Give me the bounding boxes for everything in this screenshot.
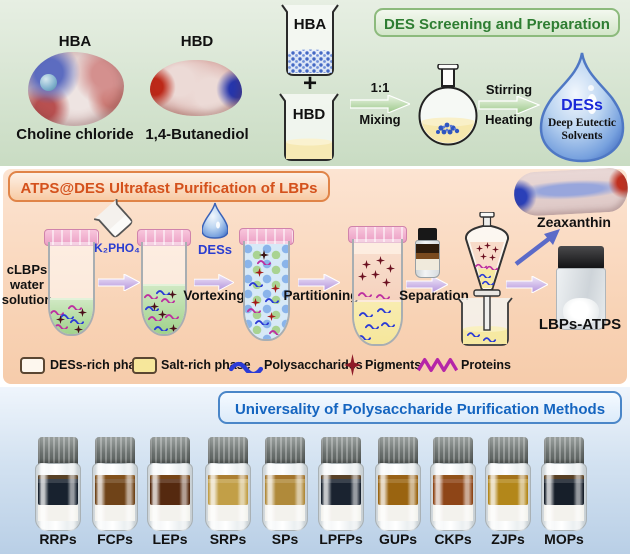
pouring-beaker xyxy=(93,198,133,238)
choline-chloride-label: Choline chloride xyxy=(16,126,134,143)
hba-beaker-label: HBA xyxy=(293,16,327,33)
vortexing-arrow xyxy=(194,274,234,291)
tube-body xyxy=(352,239,403,346)
tube-clbps-solution xyxy=(44,229,99,336)
sample-vial-srps xyxy=(205,437,251,531)
tube-body xyxy=(243,241,290,341)
vial-label-sps: SPs xyxy=(271,531,299,547)
vial-cap xyxy=(150,437,190,465)
add-salt-arrow xyxy=(98,274,140,291)
hbd-label: HBD xyxy=(180,33,214,50)
zeaxanthin-molecule xyxy=(512,167,630,217)
mixing-label: Mixing xyxy=(359,112,401,127)
stirring-label: Stirring xyxy=(485,82,533,97)
sample-vial-ckps xyxy=(430,437,476,531)
partitioning-arrow xyxy=(298,274,340,291)
vial-label-mops: MOPs xyxy=(544,531,584,547)
dess-droplet-subtitle: Deep Eutectic Solvents xyxy=(547,117,617,142)
zeaxanthin-label: Zeaxanthin xyxy=(537,214,611,230)
clbps-source-label: cLBPs water solution xyxy=(1,262,53,307)
vial-label-ckps: CKPs xyxy=(434,531,472,547)
vial-cap xyxy=(321,437,361,465)
hba-beaker xyxy=(281,4,339,76)
vial-cap xyxy=(433,437,473,465)
legend-des-phase-label: DESs-rich phase xyxy=(50,358,150,372)
vial-label-srps: SRPs xyxy=(209,531,247,547)
vial-body xyxy=(415,240,440,278)
sample-vial-zjps xyxy=(485,437,531,531)
legend-swatch-des-phase xyxy=(20,357,45,374)
vial-cap xyxy=(38,437,78,465)
choline-chloride-molecule xyxy=(28,52,124,126)
legend-salt-phase-label: Salt-rich phase xyxy=(161,358,251,372)
vial-cap xyxy=(378,437,418,465)
legend-swatch-salt-phase xyxy=(132,357,157,374)
pigment-sample-vial xyxy=(415,228,440,278)
ratio-label: 1:1 xyxy=(370,80,390,95)
butanediol-molecule xyxy=(150,60,242,116)
tube-emulsion xyxy=(239,228,294,341)
section-title-atps: ATPS@DES Ultrafast Purification of LBPs xyxy=(8,171,330,202)
plus-sign: + xyxy=(302,70,317,97)
tube-two-phase xyxy=(348,226,407,346)
jar-cap xyxy=(558,246,604,270)
des-droplet-small xyxy=(202,202,228,239)
sample-vial-rrps xyxy=(35,437,81,531)
k2pho4-label: K₂PHO₄ xyxy=(94,241,140,255)
separating-funnel xyxy=(457,212,513,346)
round-flask xyxy=(418,64,478,146)
mixing-arrow xyxy=(350,95,410,113)
tube-body xyxy=(141,242,187,336)
lbps-atps-jar xyxy=(556,246,606,330)
vial-cap xyxy=(95,437,135,465)
sample-vial-leps xyxy=(147,437,193,531)
heating-label: Heating xyxy=(485,112,533,127)
section-title-universality: Universality of Polysaccharide Purificat… xyxy=(218,391,622,424)
hbd-beaker xyxy=(279,93,339,161)
vial-label-zjps: ZJPs xyxy=(491,531,525,547)
legend-pigments-label: Pigments xyxy=(365,358,422,372)
legend-proteins-label: Proteins xyxy=(461,358,512,372)
sample-vial-sps xyxy=(262,437,308,531)
hba-label: HBA xyxy=(58,33,92,50)
partitioning-label: Partitioning xyxy=(283,288,359,303)
separation-label: Separation xyxy=(399,288,469,303)
to-zeaxanthin-arrow xyxy=(514,229,560,266)
vial-cap xyxy=(488,437,528,465)
protein-icon xyxy=(417,357,458,373)
sample-vial-lpfps xyxy=(318,437,364,531)
vial-label-leps: LEPs xyxy=(152,531,188,547)
legend-polysaccharides-label: Polysaccharides xyxy=(264,358,363,372)
butanediol-label: 1,4-Butanediol xyxy=(145,126,249,143)
section-title-des-screening: DES Screening and Preparation xyxy=(374,8,620,37)
vial-cap xyxy=(544,437,584,465)
des-droplet xyxy=(539,52,625,163)
vial-cap xyxy=(208,437,248,465)
separation-arrow xyxy=(406,276,448,293)
sample-vial-mops xyxy=(541,437,587,531)
dess-reagent-label: DESs xyxy=(198,242,232,257)
vortexing-label: Vortexing xyxy=(183,288,245,303)
sample-vial-fcps xyxy=(92,437,138,531)
tube-body xyxy=(48,242,95,336)
vial-label-gups: GUPs xyxy=(378,531,418,547)
vial-label-rrps: RRPs xyxy=(39,531,77,547)
heating-arrow xyxy=(478,96,540,114)
dess-droplet-title: DESs xyxy=(561,97,603,114)
vial-cap xyxy=(418,228,437,241)
to-product-arrow xyxy=(506,276,548,293)
vial-cap xyxy=(265,437,305,465)
sample-vial-gups xyxy=(375,437,421,531)
lbps-atps-label: LBPs-ATPS xyxy=(538,316,622,333)
polysaccharide-icon xyxy=(229,357,263,373)
hbd-beaker-label: HBD xyxy=(292,106,326,123)
vial-label-lpfps: LPFPs xyxy=(319,531,363,547)
lbps-powder xyxy=(563,298,599,325)
vial-label-fcps: FCPs xyxy=(97,531,133,547)
pigment-icon xyxy=(344,354,361,376)
tube-after-salt xyxy=(137,229,191,336)
chloride-ion-sphere xyxy=(40,74,57,91)
